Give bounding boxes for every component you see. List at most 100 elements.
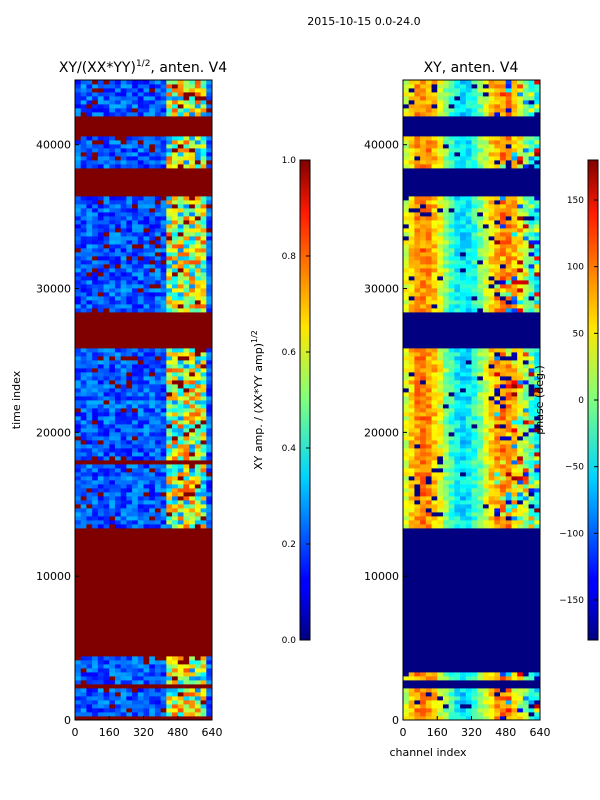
phase-heat-cell <box>534 512 541 517</box>
phase-heat-cell <box>494 196 501 201</box>
phase-heat-cell <box>482 100 490 105</box>
amplitude-heat-cell <box>80 396 87 401</box>
amplitude-heat-cell <box>200 196 207 201</box>
amplitude-heat-cell <box>194 212 201 217</box>
amplitude-heat-cell <box>194 196 201 201</box>
amplitude-heat-cell <box>177 204 184 209</box>
phase-heat-cell <box>522 292 529 297</box>
phase-heat-cell <box>454 104 461 109</box>
amplitude-heat-cell <box>189 484 196 489</box>
phase-heat-cell <box>522 388 529 393</box>
amplitude-heat-cell <box>132 364 139 369</box>
amplitude-heat-cell <box>103 500 110 505</box>
amplitude-heat-cell <box>200 688 207 693</box>
phase-heat-cell <box>482 512 490 517</box>
amplitude-heat-cell <box>126 92 133 97</box>
amplitude-heat-cell <box>126 232 133 237</box>
phase-heat-cell <box>408 480 415 485</box>
amplitude-x-tick-label: 320 <box>133 726 154 739</box>
phase-heat-cell <box>488 676 495 681</box>
phase-heat-cell <box>431 232 438 237</box>
amplitude-heat-cell <box>137 380 144 385</box>
phase-heat-cell <box>500 368 507 373</box>
amplitude-heat-cell <box>137 456 144 461</box>
phase-heat-cell <box>431 96 438 101</box>
phase-heat-cell <box>465 368 472 373</box>
amplitude-heat-cell <box>194 268 201 273</box>
amplitude-heat-cell <box>114 304 122 309</box>
phase-heat-cell <box>494 372 501 377</box>
amplitude-heat-cell <box>183 104 190 109</box>
phase-heat-cell <box>437 440 444 445</box>
phase-heat-cell <box>522 456 529 461</box>
amplitude-heat-cell <box>86 88 93 93</box>
amplitude-heat-cell <box>75 696 82 701</box>
amplitude-heat-cell <box>143 500 150 505</box>
phase-heat-cell <box>511 156 518 161</box>
amplitude-heat-cell <box>103 360 110 365</box>
phase-heat-cell <box>460 348 467 353</box>
phase-heat-cell <box>528 428 535 433</box>
amplitude-heat-cell <box>97 504 104 509</box>
amplitude-heat-cell <box>75 148 82 153</box>
phase-heat-cell <box>471 164 478 169</box>
amplitude-heat-cell <box>137 484 144 489</box>
amplitude-heat-cell <box>114 252 122 257</box>
amplitude-heat-cell <box>160 200 167 205</box>
amplitude-heat-cell <box>75 160 82 165</box>
amplitude-heat-cell <box>137 416 144 421</box>
phase-heat-cell <box>431 492 438 497</box>
amplitude-heat-cell <box>194 228 201 233</box>
phase-heat-cell <box>488 372 495 377</box>
amplitude-heat-cell <box>103 524 110 529</box>
phase-heat-cell <box>431 412 438 417</box>
phase-heat-cell <box>482 444 490 449</box>
phase-heat-cell <box>425 412 432 417</box>
phase-heat-cell <box>442 232 450 237</box>
amplitude-heat-cell <box>86 524 93 529</box>
amplitude-heat-cell <box>109 404 116 409</box>
amplitude-heat-cell <box>166 680 173 685</box>
phase-heat-cell <box>522 444 529 449</box>
amplitude-heat-cell <box>86 80 93 85</box>
amplitude-heat-cell <box>149 308 156 313</box>
phase-heat-cell <box>431 164 438 169</box>
phase-heat-cell <box>517 288 524 293</box>
phase-heat-cell <box>482 700 490 705</box>
amplitude-heat-cell <box>132 272 139 277</box>
phase-heat-cell <box>425 512 432 517</box>
amplitude-heat-cell <box>206 692 213 697</box>
phase-heat-cell <box>442 244 450 249</box>
phase-heat-cell <box>477 196 484 201</box>
phase-heat-cell <box>494 492 501 497</box>
phase-heat-cell <box>431 484 438 489</box>
amplitude-heat-cell <box>126 384 133 389</box>
amplitude-heat-cell <box>194 360 201 365</box>
amplitude-heat-cell <box>143 512 150 517</box>
phase-heat-cell <box>414 404 421 409</box>
amplitude-heat-cell <box>92 88 99 93</box>
phase-heat-cell <box>477 296 484 301</box>
amplitude-heat-cell <box>149 372 156 377</box>
amplitude-heat-cell <box>109 480 116 485</box>
phase-heat-cell <box>477 348 484 353</box>
amplitude-heat-cell <box>109 484 116 489</box>
phase-heat-cell <box>454 300 461 305</box>
phase-heat-cell <box>477 216 484 221</box>
phase-heat-cell <box>454 292 461 297</box>
phase-heat-cell <box>403 704 410 709</box>
phase-heat-cell <box>465 480 472 485</box>
amplitude-heat-cell <box>154 204 162 209</box>
amplitude-heat-cell <box>206 688 213 693</box>
phase-heat-cell <box>488 364 495 369</box>
amplitude-heat-cell <box>194 468 201 473</box>
phase-heat-cell <box>454 452 461 457</box>
amplitude-heat-cell <box>177 268 184 273</box>
phase-heat-cell <box>534 348 541 353</box>
amplitude-heat-cell <box>160 688 167 693</box>
phase-heat-cell <box>505 268 512 273</box>
phase-heat-cell <box>488 704 495 709</box>
amplitude-heat-cell <box>120 424 127 429</box>
amplitude-heat-cell <box>109 308 116 313</box>
amplitude-heat-cell <box>86 288 93 293</box>
